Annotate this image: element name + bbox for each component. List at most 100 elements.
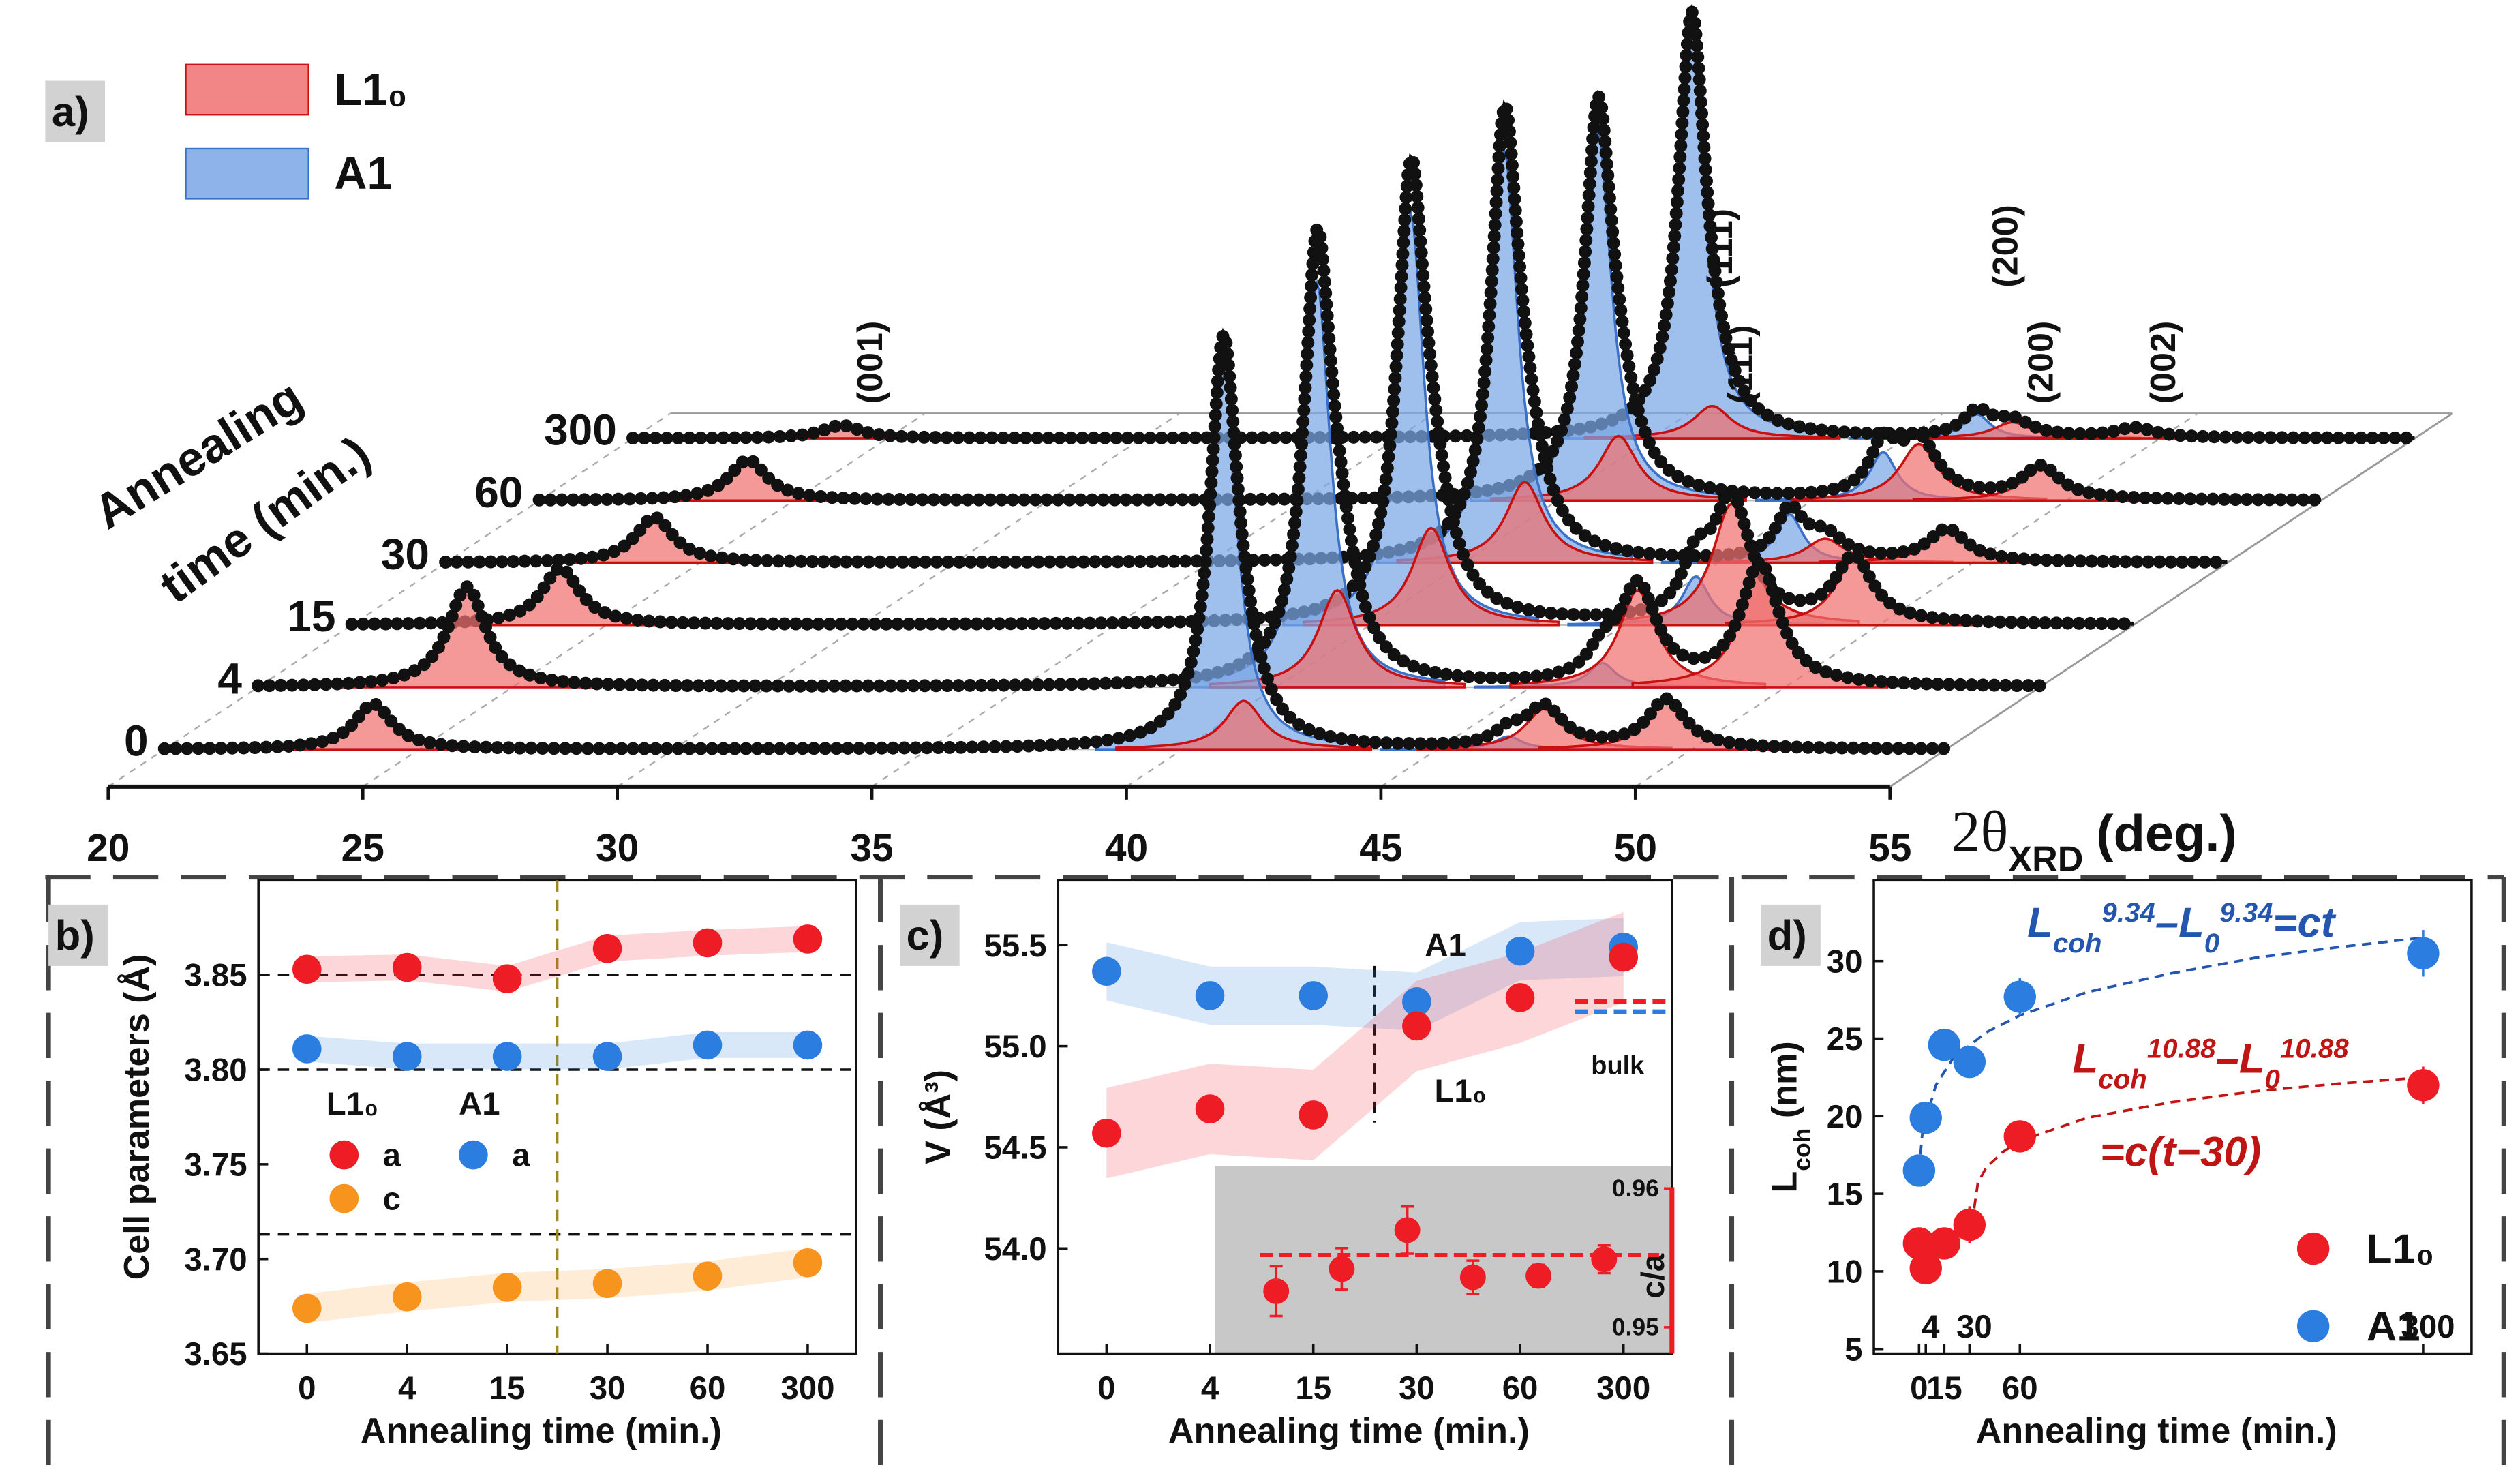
data-point xyxy=(492,964,522,994)
peak-label: (111) xyxy=(1701,209,1740,288)
y-tick-label: 15 xyxy=(1827,1177,1863,1213)
annotation: bulk xyxy=(1591,1052,1645,1081)
x-tick-label: 20 xyxy=(87,827,130,870)
panel-frames xyxy=(45,875,2506,1478)
x-tick-label: 30 xyxy=(596,827,639,870)
data-point xyxy=(693,928,723,958)
y-axis-label-sub: coh xyxy=(1788,1128,1815,1171)
x-tick-label: 0 xyxy=(1910,1370,1928,1406)
x-tick-label: 300 xyxy=(2401,1309,2455,1345)
legend-marker xyxy=(329,1140,359,1170)
legend-label: L1₀ xyxy=(2367,1226,2435,1273)
band xyxy=(1106,918,1624,1031)
panel-label-box xyxy=(900,904,960,966)
data-point xyxy=(1092,956,1121,986)
fit-curve xyxy=(1968,1076,2423,1241)
peak-label: (200) xyxy=(1986,205,2025,288)
legend-label: a xyxy=(512,1138,530,1174)
y-tick-label: 5 xyxy=(1845,1331,1862,1368)
grid-line xyxy=(362,412,926,787)
peak-label: (002) xyxy=(2144,321,2183,404)
x-tick-label: 15 xyxy=(1926,1370,1962,1406)
x-tick-label: 50 xyxy=(1614,827,1657,870)
equation-part: L xyxy=(2027,899,2053,946)
grid-line xyxy=(616,412,1181,787)
peak-area xyxy=(1115,699,1373,751)
row-label: 300 xyxy=(544,406,617,455)
inset-point xyxy=(1263,1278,1290,1304)
y-axis-label: Lcoh (nm) xyxy=(1765,1041,1815,1192)
equation-part: 0 xyxy=(2264,1064,2279,1094)
data-point xyxy=(1195,981,1225,1010)
legend-title: A1 xyxy=(459,1086,500,1122)
equation-part: 9.34 xyxy=(2101,897,2155,928)
data-point xyxy=(592,1042,622,1071)
floor-edge xyxy=(1889,412,2453,788)
legend-label: A1 xyxy=(335,149,393,199)
band xyxy=(307,926,808,992)
inset-point xyxy=(1394,1217,1421,1243)
data-point xyxy=(793,924,823,954)
y-axis-label-main: L xyxy=(1765,1171,1804,1193)
inset-tick-label: 0.95 xyxy=(1612,1314,1659,1341)
data-point xyxy=(2003,980,2036,1013)
y-axis-label: Cell parameters (Å) xyxy=(117,954,157,1280)
panel-label: d) xyxy=(1767,912,1807,959)
data-point xyxy=(1909,1252,1942,1285)
x-axis-label: Annealing time (min.) xyxy=(361,1411,722,1451)
equation-part: 9.34 xyxy=(2219,897,2273,928)
series-label: A1 xyxy=(1425,928,1466,964)
x-axis-label: Annealing time (min.) xyxy=(1976,1411,2337,1451)
legend-label: a xyxy=(383,1138,401,1174)
equation-part: =c(t−30) xyxy=(2100,1129,2261,1176)
x-tick-label: 30 xyxy=(1956,1309,1992,1345)
row-label: 4 xyxy=(217,654,242,703)
y-tick-label: 3.70 xyxy=(184,1241,247,1278)
data-point xyxy=(292,1034,322,1064)
equation-part: –L xyxy=(2155,899,2204,946)
x-axis-label-sub: XRD xyxy=(2008,840,2083,879)
equation-part: coh xyxy=(2053,928,2102,959)
legend-swatch xyxy=(185,147,309,200)
panel-label: a) xyxy=(52,89,89,136)
x-tick-label: 25 xyxy=(341,827,384,870)
x-tick-label: 4 xyxy=(398,1370,416,1406)
y-axis-label-unit: (nm) xyxy=(1765,1041,1804,1128)
data-point xyxy=(1953,1208,1986,1241)
plot-frame xyxy=(1872,879,2473,1355)
inset-point xyxy=(1591,1246,1618,1273)
x-tick-label: 45 xyxy=(1359,827,1402,870)
legend-marker xyxy=(2296,1232,2330,1265)
x-tick-label: 0 xyxy=(298,1370,316,1406)
inset-tick-label: 0.96 xyxy=(1612,1175,1659,1202)
inset-axis-label: c/a xyxy=(1635,1253,1671,1299)
x-tick-label: 60 xyxy=(2002,1370,2038,1406)
data-point xyxy=(392,952,422,982)
plot-1: 3.65 3.70 3.75 3.80 3.85 0 4 15 30 60 300 Annealing… xyxy=(117,879,857,1451)
data-point xyxy=(292,954,322,984)
legend-label: A1 xyxy=(2367,1303,2420,1351)
panel-label: b) xyxy=(55,912,95,959)
data-point xyxy=(392,1282,422,1312)
x-tick-label: 300 xyxy=(1596,1370,1650,1406)
x-axis-label: Annealing time (min.) xyxy=(1168,1411,1530,1451)
x-tick-label: 30 xyxy=(590,1370,626,1406)
inset-point xyxy=(1329,1256,1355,1282)
data-point xyxy=(793,1248,823,1278)
y-tick-label: 55.5 xyxy=(984,928,1046,964)
data-point xyxy=(1402,1011,1431,1041)
legend-swatch xyxy=(185,63,309,116)
grid-line xyxy=(871,412,1435,787)
x-tick-label: 40 xyxy=(1105,827,1148,870)
plot-frame xyxy=(1057,879,1673,1355)
data-point xyxy=(592,933,622,963)
y-axis-label: V (Å³) xyxy=(918,1070,958,1164)
panel-label-box xyxy=(48,904,108,966)
y-tick-label: 55.0 xyxy=(984,1029,1046,1065)
band xyxy=(307,1248,808,1323)
equation-part: L xyxy=(2073,1035,2099,1082)
data-point xyxy=(392,1042,422,1071)
pattern-dots xyxy=(252,212,2047,693)
panel-label-box xyxy=(1761,904,1821,966)
